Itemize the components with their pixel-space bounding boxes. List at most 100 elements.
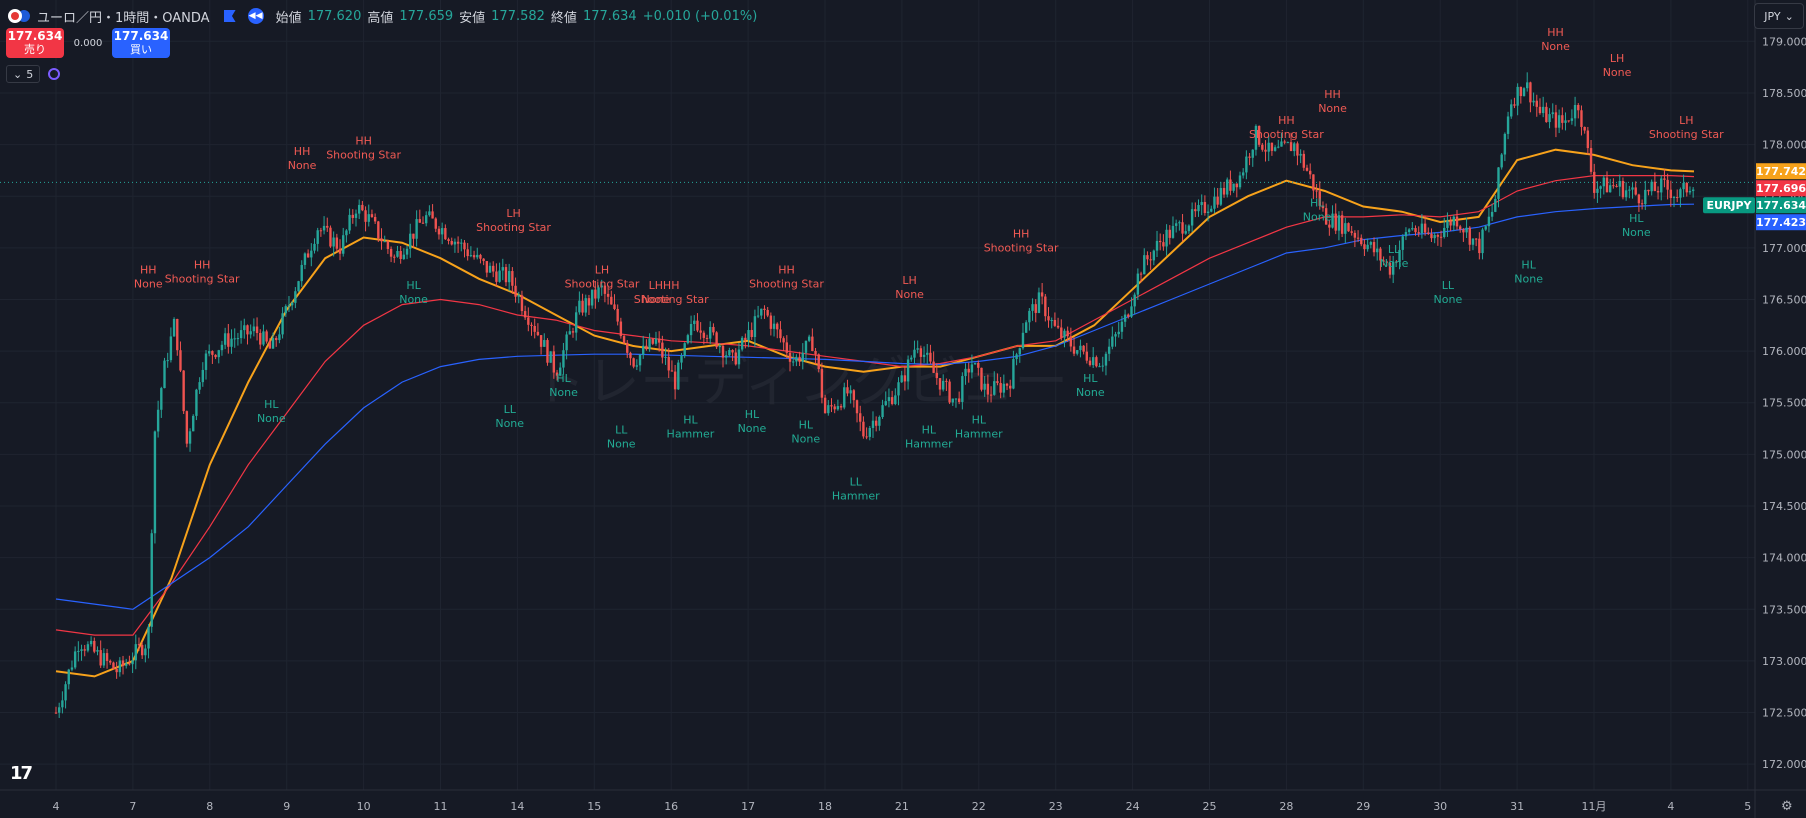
candle-body xyxy=(737,349,741,365)
candle-body xyxy=(345,230,348,236)
candle-body xyxy=(1123,314,1127,322)
candle-body xyxy=(1107,346,1111,354)
candle-body xyxy=(555,372,559,376)
buy-label: 買い xyxy=(130,43,152,56)
candle-body xyxy=(335,237,339,249)
candle-body xyxy=(1152,250,1156,261)
pivot-label: HL xyxy=(922,424,937,437)
pivot-label: None xyxy=(1434,293,1463,306)
spread-value: 0.000 xyxy=(73,37,103,49)
candle-body xyxy=(1267,142,1270,152)
candle-body xyxy=(198,382,201,390)
candle-body xyxy=(182,370,185,412)
candle-body xyxy=(1053,319,1057,326)
candle-body xyxy=(1615,185,1618,187)
flag-icon[interactable] xyxy=(223,10,236,22)
candle-body xyxy=(1679,189,1682,198)
candle-body xyxy=(1490,211,1494,217)
candle-body xyxy=(772,323,776,329)
candle-body xyxy=(865,436,868,438)
candle-body xyxy=(1554,112,1558,128)
candle-body xyxy=(329,227,332,247)
candle-body xyxy=(1168,229,1171,238)
candle-body xyxy=(402,254,406,259)
pivot-label: None xyxy=(288,159,317,172)
candle-body xyxy=(109,660,112,663)
candle-body xyxy=(724,355,728,358)
candle-body xyxy=(67,669,70,685)
candle-body xyxy=(801,352,804,362)
pivot-label: HL xyxy=(406,279,421,292)
candle-body xyxy=(310,250,313,258)
candle-body xyxy=(705,337,709,339)
candle-body xyxy=(862,421,865,437)
pivot-label: None xyxy=(134,278,163,291)
candle-body xyxy=(134,644,137,661)
time-axis[interactable]: 4 7 8 9 10 11 14 15 16 17 18 21 22 23 24 25 28 29 30 31 11月 4… xyxy=(53,800,1752,813)
candle-body xyxy=(1676,197,1679,199)
candle-body xyxy=(1136,273,1140,295)
tradingview-logo-icon[interactable]: 17 xyxy=(10,763,33,784)
pivot-label: Hammer xyxy=(905,438,953,451)
candle-body xyxy=(1146,255,1149,260)
candle-body xyxy=(1660,178,1663,193)
candle-body xyxy=(1085,351,1089,361)
candle-body xyxy=(504,267,508,283)
candle-body xyxy=(1427,232,1430,234)
pivot-label: LL xyxy=(1442,279,1455,292)
candle-body xyxy=(760,308,763,316)
candle-body xyxy=(290,302,294,306)
symbol-legend: ユーロ／円・1時間・OANDA ◀◀ 始値 177.620 高値 177.659 安… xyxy=(8,6,757,26)
pivot-label: HH xyxy=(663,279,680,292)
candle-body xyxy=(1430,233,1433,239)
candle-body xyxy=(1047,316,1050,321)
candle-body xyxy=(1532,100,1535,103)
candle-body xyxy=(1344,223,1347,234)
candle-body xyxy=(409,233,412,249)
candle-body xyxy=(1082,345,1085,352)
candle-body xyxy=(1219,187,1223,205)
candle-body xyxy=(1417,232,1420,234)
pivot-label: None xyxy=(495,417,524,430)
price-tag-label: 177.634 xyxy=(1756,199,1806,212)
candle-body xyxy=(792,361,795,363)
candle-body xyxy=(590,289,594,306)
candle-body xyxy=(1334,213,1337,231)
buy-button[interactable]: 177.634 買い xyxy=(112,28,170,58)
candle-body xyxy=(488,265,492,273)
candle-body xyxy=(1159,240,1162,243)
candle-body xyxy=(1401,236,1404,250)
symbol-title[interactable]: ユーロ／円・1時間・OANDA xyxy=(37,10,210,26)
candle-body xyxy=(594,289,597,299)
candle-body xyxy=(1174,223,1178,226)
candle-body xyxy=(259,332,262,345)
indicators-toggle[interactable]: ⌄ 5 xyxy=(6,65,41,83)
candle-body xyxy=(568,331,572,335)
high-label: 高値 xyxy=(367,10,394,26)
candle-body xyxy=(367,214,370,222)
price-axis[interactable]: 172.000 172.500 173.000 173.500 174.000 174.5… xyxy=(1762,35,1806,771)
replay-icon[interactable]: ◀◀ xyxy=(247,8,264,24)
candle-body xyxy=(1414,228,1417,233)
candle-body xyxy=(1602,177,1606,187)
currency-button[interactable]: JPY ⌄ xyxy=(1754,3,1804,29)
trade-panel: 177.634 売り 0.000 177.634 買い xyxy=(6,28,170,58)
candle-body xyxy=(278,334,281,341)
settings-icon[interactable]: ⚙ xyxy=(1781,799,1793,814)
candle-body xyxy=(632,358,635,367)
indicator-loop-icon[interactable] xyxy=(48,68,61,80)
sell-button[interactable]: 177.634 売り xyxy=(6,28,64,58)
candle-body xyxy=(1203,202,1207,213)
candle-body xyxy=(1596,188,1599,193)
candle-body xyxy=(539,335,543,347)
candle-body xyxy=(1060,327,1063,338)
candle-body xyxy=(1624,190,1628,198)
symbol-price-tag xyxy=(1703,197,1755,214)
candle-body xyxy=(983,383,986,390)
candle-body xyxy=(1283,141,1286,143)
candle-body xyxy=(750,330,753,338)
candle-body xyxy=(584,298,587,313)
pivot-label: Hammer xyxy=(667,427,715,440)
candle-body xyxy=(667,357,670,371)
